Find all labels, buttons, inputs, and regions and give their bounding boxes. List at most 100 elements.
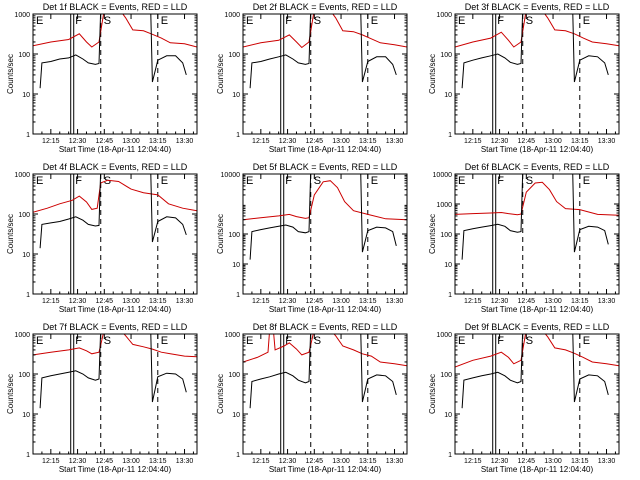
x-tick-label: 13:00 xyxy=(332,298,350,305)
marker-label: S xyxy=(104,335,111,347)
marker-label: E xyxy=(246,175,253,187)
x-tick-label: 13:30 xyxy=(176,138,194,145)
x-axis-label: Start Time (18-Apr-11 12:04:40) xyxy=(269,465,382,474)
x-axis-label: Start Time (18-Apr-11 12:04:40) xyxy=(481,305,594,314)
x-axis-label: Start Time (18-Apr-11 12:04:40) xyxy=(481,465,594,474)
panel-title: Det 4f BLACK = Events, RED = LLD xyxy=(43,162,188,172)
y-tick-label: 100 xyxy=(18,52,30,59)
x-tick-label: 13:00 xyxy=(544,458,562,465)
events-series-line xyxy=(249,14,397,89)
panel-title: Det 8f BLACK = Events, RED = LLD xyxy=(253,322,398,332)
marker-label: F xyxy=(497,175,504,187)
x-tick-label: 13:15 xyxy=(359,298,377,305)
marker-label: F xyxy=(285,175,292,187)
y-tick-label: 10 xyxy=(232,92,240,99)
y-tick-label: 100 xyxy=(440,52,452,59)
x-tick-label: 12:15 xyxy=(252,298,270,305)
plot-frame xyxy=(242,173,408,295)
x-tick-label: 13:30 xyxy=(598,458,616,465)
x-tick-label: 12:45 xyxy=(518,298,536,305)
x-tick-label: 13:30 xyxy=(176,298,194,305)
events-series-line xyxy=(461,174,609,260)
panel-title: Det 5f BLACK = Events, RED = LLD xyxy=(253,162,398,172)
y-tick-label: 10 xyxy=(444,262,452,269)
x-tick-label: 12:45 xyxy=(96,138,114,145)
y-tick-label: 10 xyxy=(22,252,30,259)
y-tick-label: 1 xyxy=(448,132,452,139)
y-tick-label: 1000 xyxy=(436,332,452,339)
y-tick-label: 100 xyxy=(228,372,240,379)
plot-frame xyxy=(32,173,198,295)
marker-label: E xyxy=(36,335,43,347)
y-axis-label: Counts/sec xyxy=(6,214,15,254)
marker-label: S xyxy=(314,15,321,27)
x-tick-label: 13:00 xyxy=(332,138,350,145)
marker-label: E xyxy=(583,15,590,27)
lld-series-line xyxy=(243,14,407,49)
x-axis-label: Start Time (18-Apr-11 12:04:40) xyxy=(59,305,172,314)
plot-frame xyxy=(242,13,408,135)
x-tick-label: 12:45 xyxy=(518,138,536,145)
y-tick-label: 100 xyxy=(18,372,30,379)
plot-frame xyxy=(454,173,620,295)
y-tick-label: 1 xyxy=(448,452,452,459)
y-tick-label: 100 xyxy=(440,232,452,239)
x-tick-label: 13:00 xyxy=(544,138,562,145)
x-tick-label: 12:45 xyxy=(306,298,324,305)
events-series-line xyxy=(39,174,187,249)
y-axis-label: Counts/sec xyxy=(6,54,15,94)
x-tick-label: 12:15 xyxy=(464,458,482,465)
marker-label: E xyxy=(583,335,590,347)
y-tick-label: 1 xyxy=(448,292,452,299)
x-tick-label: 12:30 xyxy=(279,458,297,465)
y-tick-label: 1 xyxy=(236,132,240,139)
marker-label: F xyxy=(75,175,82,187)
x-tick-label: 12:45 xyxy=(306,138,324,145)
x-tick-label: 13:30 xyxy=(386,298,404,305)
x-tick-label: 12:30 xyxy=(491,298,509,305)
marker-label: E xyxy=(161,175,168,187)
marker-label: S xyxy=(526,175,533,187)
x-tick-label: 12:15 xyxy=(42,138,60,145)
x-axis-label: Start Time (18-Apr-11 12:04:40) xyxy=(269,145,382,154)
x-tick-label: 12:45 xyxy=(96,298,114,305)
y-tick-label: 10 xyxy=(232,262,240,269)
y-tick-label: 100 xyxy=(228,52,240,59)
y-axis-label: Counts/sec xyxy=(428,54,437,94)
y-tick-label: 10 xyxy=(22,92,30,99)
marker-label: E xyxy=(458,175,465,187)
y-tick-label: 10 xyxy=(232,412,240,419)
marker-label: E xyxy=(458,335,465,347)
marker-label: S xyxy=(104,15,111,27)
x-tick-label: 13:15 xyxy=(359,458,377,465)
plot-frame xyxy=(32,13,198,135)
x-tick-label: 12:30 xyxy=(69,298,87,305)
x-tick-label: 12:15 xyxy=(464,298,482,305)
marker-label: F xyxy=(75,335,82,347)
marker-label: E xyxy=(583,175,590,187)
panel-title: Det 6f BLACK = Events, RED = LLD xyxy=(465,162,610,172)
marker-label: F xyxy=(497,335,504,347)
x-tick-label: 12:30 xyxy=(491,458,509,465)
events-series-line xyxy=(39,334,187,409)
events-series-line xyxy=(461,14,609,89)
y-axis-label: Counts/sec xyxy=(428,214,437,254)
y-tick-label: 10 xyxy=(22,412,30,419)
y-tick-label: 10000 xyxy=(221,172,241,179)
marker-label: E xyxy=(371,15,378,27)
lld-series-line xyxy=(33,179,197,213)
y-axis-label: Counts/sec xyxy=(216,214,225,254)
y-axis-label: Counts/sec xyxy=(428,374,437,414)
plot-frame xyxy=(32,333,198,455)
y-tick-label: 1000 xyxy=(436,12,452,19)
x-tick-label: 13:00 xyxy=(332,458,350,465)
y-tick-label: 10 xyxy=(444,92,452,99)
events-series-line xyxy=(461,334,609,409)
marker-label: E xyxy=(161,15,168,27)
